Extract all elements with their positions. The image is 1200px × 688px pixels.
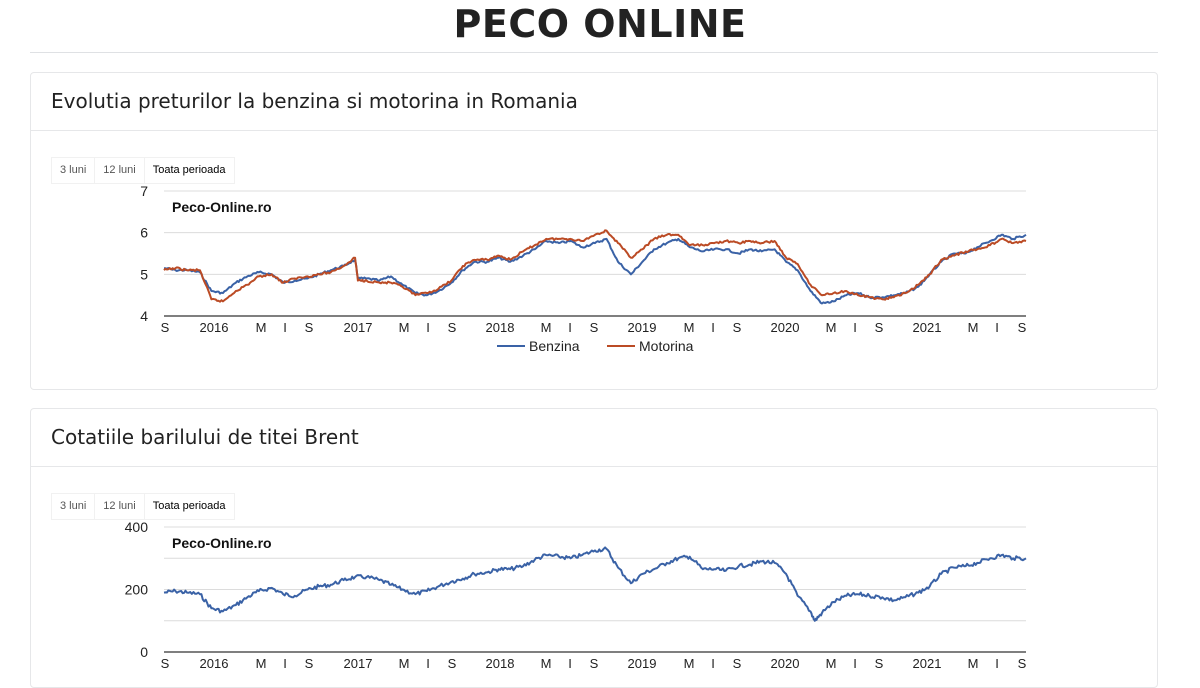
- brent-chart: 0 200 400 S 2016 M I S 2017 M I S 2018 M I S 2019 M I S 2020…: [125, 519, 1027, 671]
- x-tick-label: S: [590, 320, 599, 335]
- fuel-range-all[interactable]: Toata perioada: [143, 157, 235, 184]
- x-tick-label: 2019: [628, 656, 657, 671]
- chart-watermark: Peco-Online.ro: [172, 535, 272, 551]
- series-line-brent: [163, 546, 1027, 622]
- brent-range-3-months[interactable]: 3 luni: [51, 493, 95, 520]
- title-divider: [30, 52, 1158, 53]
- fuel-price-chart: 4 5 6 7 S 2016 M I S 2017 M I S 2018 M I S 2019 M I S 2020 M I S…: [140, 183, 1027, 354]
- brent-range-12-months[interactable]: 12 luni: [94, 493, 144, 520]
- x-tick-label: S: [1018, 320, 1027, 335]
- chart-watermark: Peco-Online.ro: [172, 199, 272, 215]
- x-tick-label: M: [399, 320, 410, 335]
- x-tick-label: I: [995, 320, 999, 335]
- x-tick-label: S: [448, 656, 457, 671]
- series-line-motorina: [163, 229, 1027, 303]
- brent-range-selector: 3 luni 12 luni Toata perioada: [51, 493, 235, 520]
- fuel-price-card: Evolutia preturilor la benzina si motori…: [30, 72, 1158, 390]
- x-tick-label: 2020: [771, 656, 800, 671]
- x-tick-label: M: [968, 656, 979, 671]
- x-tick-label: S: [305, 656, 314, 671]
- x-tick-label: S: [733, 320, 742, 335]
- x-tick-label: 2016: [200, 656, 229, 671]
- brent-range-all[interactable]: Toata perioada: [143, 493, 235, 520]
- y-tick-label: 7: [140, 183, 148, 199]
- x-tick-label: S: [733, 656, 742, 671]
- x-tick-label: S: [448, 320, 457, 335]
- x-tick-label: S: [590, 656, 599, 671]
- y-tick-label: 400: [125, 519, 149, 535]
- x-tick-label: I: [568, 320, 572, 335]
- x-tick-label: 2019: [628, 320, 657, 335]
- x-tick-label: I: [283, 320, 287, 335]
- x-tick-label: 2020: [771, 320, 800, 335]
- x-tick-label: I: [426, 320, 430, 335]
- x-tick-label: I: [426, 656, 430, 671]
- x-tick-label: 2021: [913, 656, 942, 671]
- series-line-benzina: [163, 233, 1027, 305]
- legend-label-motorina: Motorina: [639, 338, 694, 354]
- y-tick-label: 5: [140, 266, 148, 282]
- x-tick-label: M: [684, 656, 695, 671]
- x-tick-label: I: [568, 656, 572, 671]
- fuel-range-3-months[interactable]: 3 luni: [51, 157, 95, 184]
- x-tick-label: I: [711, 320, 715, 335]
- brent-card: Cotatiile barilului de titei Brent 3 lun…: [30, 408, 1158, 688]
- x-tick-label: 2016: [200, 320, 229, 335]
- x-tick-label: I: [995, 656, 999, 671]
- x-tick-label: M: [826, 656, 837, 671]
- x-tick-label: 2017: [344, 320, 373, 335]
- x-tick-label: M: [399, 656, 410, 671]
- x-tick-label: 2021: [913, 320, 942, 335]
- fuel-chart-title: Evolutia preturilor la benzina si motori…: [31, 73, 1157, 131]
- x-tick-label: S: [161, 656, 170, 671]
- fuel-range-12-months[interactable]: 12 luni: [94, 157, 144, 184]
- x-tick-label: I: [853, 656, 857, 671]
- x-tick-label: 2017: [344, 656, 373, 671]
- x-tick-label: I: [711, 656, 715, 671]
- x-tick-label: M: [256, 656, 267, 671]
- site-title: PECO ONLINE: [453, 2, 747, 46]
- x-tick-label: 2018: [486, 320, 515, 335]
- legend-label-benzina: Benzina: [529, 338, 580, 354]
- brent-chart-title: Cotatiile barilului de titei Brent: [31, 409, 1157, 467]
- y-tick-label: 4: [140, 308, 148, 324]
- y-tick-label: 200: [125, 582, 149, 598]
- x-tick-label: M: [541, 320, 552, 335]
- x-tick-label: S: [875, 656, 884, 671]
- x-tick-label: I: [853, 320, 857, 335]
- x-tick-label: S: [305, 320, 314, 335]
- x-tick-label: 2018: [486, 656, 515, 671]
- x-tick-label: M: [826, 320, 837, 335]
- y-tick-label: 0: [140, 644, 148, 660]
- x-tick-label: M: [541, 656, 552, 671]
- x-tick-label: S: [1018, 656, 1027, 671]
- x-tick-label: M: [968, 320, 979, 335]
- x-tick-label: S: [161, 320, 170, 335]
- x-tick-label: I: [283, 656, 287, 671]
- y-tick-label: 6: [140, 225, 148, 241]
- fuel-range-selector: 3 luni 12 luni Toata perioada: [51, 157, 235, 184]
- x-tick-label: M: [684, 320, 695, 335]
- x-tick-label: M: [256, 320, 267, 335]
- x-tick-label: S: [875, 320, 884, 335]
